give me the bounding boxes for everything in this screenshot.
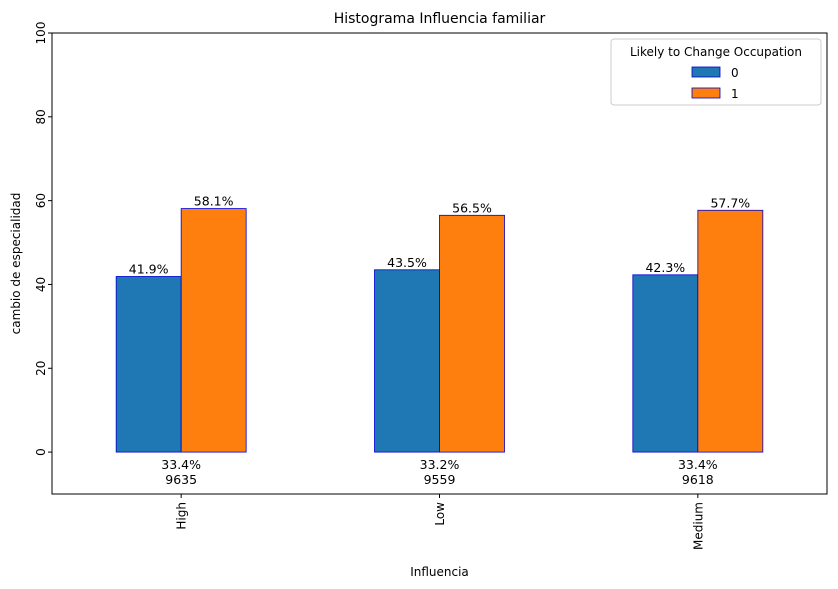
bar-high-series-0 bbox=[115, 276, 182, 453]
x-tick-label: High bbox=[175, 502, 189, 530]
y-tick-label: 80 bbox=[34, 109, 48, 124]
y-tick-label: 20 bbox=[34, 361, 48, 376]
bar-value-label: 58.1% bbox=[194, 194, 234, 209]
bar-low-series-1 bbox=[439, 214, 505, 453]
bar-medium-series-1 bbox=[697, 209, 764, 453]
bar-value-label: 41.9% bbox=[129, 261, 169, 276]
x-axis: High Low Medium bbox=[175, 494, 705, 550]
category-count-label: 9635 bbox=[165, 472, 197, 487]
x-axis-label: Influencia bbox=[410, 565, 469, 579]
x-tick-label: Low bbox=[433, 502, 447, 526]
category-count-label: 9618 bbox=[682, 472, 714, 487]
x-tick-label: Medium bbox=[691, 502, 705, 550]
category-share-label: 33.4% bbox=[161, 457, 201, 472]
y-tick-label: 60 bbox=[34, 193, 48, 208]
bar-low-series-0 bbox=[374, 269, 440, 453]
legend: Likely to Change Occupation 0 1 bbox=[610, 38, 822, 106]
y-tick-label: 0 bbox=[34, 448, 48, 456]
bar-value-label: 57.7% bbox=[710, 195, 750, 210]
bar-value-labels: 41.9% 58.1% 43.5% 56.5% 42.3% 57.7% bbox=[129, 194, 750, 277]
category-share-label: 33.2% bbox=[420, 457, 460, 472]
chart-title: Histograma Influencia familiar bbox=[334, 11, 546, 27]
y-axis: 0 20 40 60 80 100 bbox=[34, 22, 52, 456]
legend-entry-1: 1 bbox=[731, 87, 739, 101]
bars bbox=[115, 208, 764, 453]
y-tick-label: 100 bbox=[34, 22, 48, 45]
legend-title: Likely to Change Occupation bbox=[630, 45, 802, 59]
legend-entry-0: 0 bbox=[731, 66, 739, 80]
legend-swatch-1 bbox=[691, 87, 721, 99]
bar-medium-series-0 bbox=[632, 274, 699, 453]
y-axis-label: cambio de especialidad bbox=[9, 193, 23, 335]
bar-value-label: 43.5% bbox=[387, 255, 427, 270]
bar-value-label: 42.3% bbox=[645, 260, 685, 275]
category-count-label: 9559 bbox=[424, 472, 456, 487]
category-share-label: 33.4% bbox=[678, 457, 718, 472]
bar-high-series-1 bbox=[180, 208, 247, 453]
bar-value-label: 56.5% bbox=[452, 200, 492, 215]
legend-swatch-0 bbox=[691, 66, 721, 78]
y-tick-label: 40 bbox=[34, 277, 48, 292]
